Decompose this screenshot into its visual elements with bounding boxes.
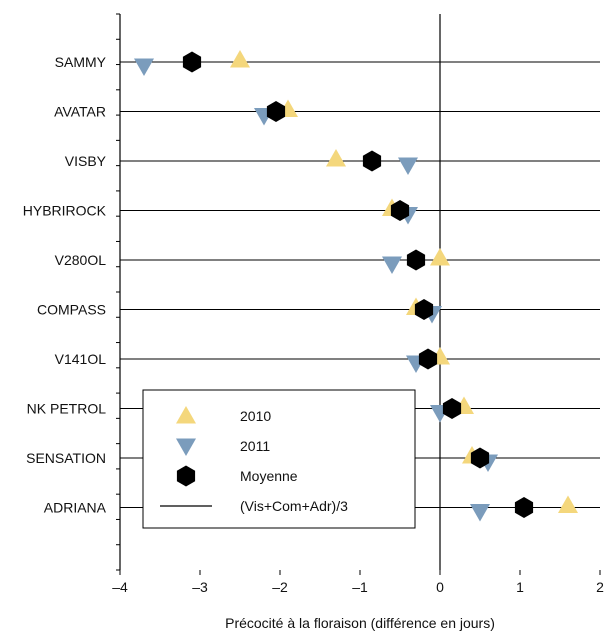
data-point-moyenne	[390, 200, 410, 221]
legend: 2010 2011 Moyenne (Vis+Com+Adr)/3	[142, 389, 416, 529]
x-tick-label: –1	[352, 579, 368, 595]
y-tick-label: ADRIANA	[44, 500, 107, 516]
data-point-2010	[230, 50, 250, 68]
data-point-2011	[382, 256, 402, 274]
legend-marker-moyenne	[176, 465, 196, 487]
legend-label: 2010	[240, 408, 271, 424]
data-point-moyenne	[442, 398, 462, 419]
data-point-moyenne	[418, 348, 438, 370]
x-tick-label: –2	[272, 579, 288, 595]
data-point-2011	[470, 504, 490, 522]
data-point-moyenne	[414, 299, 434, 320]
y-tick-label: NK PETROL	[27, 401, 107, 417]
data-point-moyenne	[266, 101, 286, 122]
data-point-2010	[326, 149, 346, 167]
axes: –4 –3 –2 –1 0 1 2 SAMMY AVATAR VISBY HYBRIROCK V280…	[23, 13, 604, 595]
x-tick-label: 1	[516, 579, 524, 595]
data-point-2011	[134, 58, 154, 76]
y-tick-label: VISBY	[65, 153, 107, 169]
x-tick-label: –4	[112, 579, 128, 595]
y-tick-label: V141OL	[55, 351, 107, 367]
data-point-2010	[558, 495, 578, 513]
data-point-moyenne	[406, 249, 426, 271]
y-tick-label: HYBRIROCK	[23, 203, 107, 219]
legend-label: Moyenne	[240, 468, 298, 484]
data-point-2010	[430, 248, 450, 266]
legend-marker-2011	[176, 438, 196, 456]
y-tick-label: COMPASS	[37, 302, 106, 318]
x-tick-label: 0	[436, 579, 444, 595]
y-tick-label: SENSATION	[26, 450, 106, 466]
y-tick-label: AVATAR	[54, 104, 106, 120]
data-marks	[134, 50, 578, 522]
x-tick-label: 2	[596, 579, 604, 595]
y-tick-label: V280OL	[55, 252, 107, 268]
legend-marker-2010	[176, 406, 196, 424]
data-point-moyenne	[514, 497, 534, 518]
x-tick-label: –3	[192, 579, 208, 595]
legend-label: (Vis+Com+Adr)/3	[240, 498, 348, 514]
y-tick-label: SAMMY	[55, 54, 107, 70]
legend-label: 2011	[240, 438, 270, 454]
data-point-2011	[398, 157, 418, 175]
x-axis-title: Précocité à la floraison (différence en …	[225, 615, 495, 631]
data-point-moyenne	[182, 51, 202, 73]
data-point-moyenne	[470, 447, 490, 469]
data-point-moyenne	[362, 150, 382, 172]
